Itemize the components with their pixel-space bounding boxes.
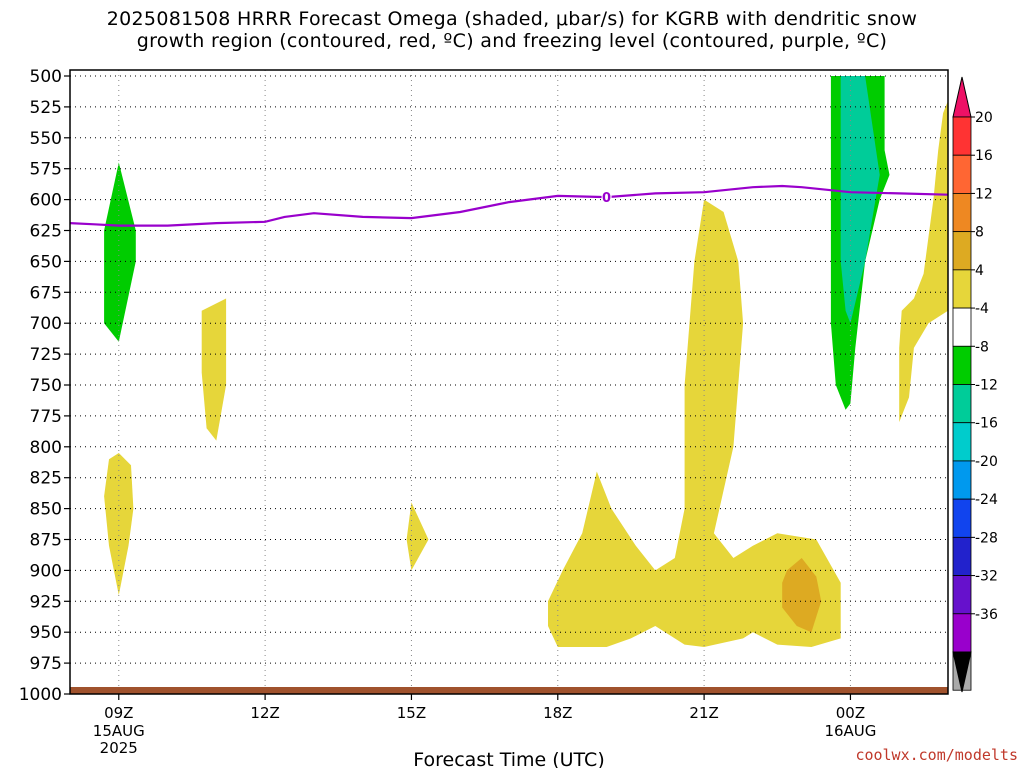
y-tick-label: 925 — [30, 592, 62, 612]
colorbar-top-arrow — [952, 76, 972, 118]
x-tick-year: 2025 — [100, 739, 138, 757]
colorbar-label: -12 — [975, 378, 998, 394]
grid-lines — [70, 70, 948, 695]
x-tick-date: 16AUG — [824, 722, 876, 740]
colorbar-segment — [952, 460, 972, 500]
omega-regions — [104, 76, 948, 647]
y-tick-label: 750 — [30, 376, 62, 396]
y-tick-label: 775 — [30, 407, 62, 427]
x-tick-label: 15Z — [397, 704, 426, 722]
freezing-level-line — [69, 184, 949, 227]
colorbar-segment — [952, 498, 972, 538]
x-tick-label: 09Z — [104, 704, 133, 722]
colorbar-segment — [952, 536, 972, 576]
title-line-1: 2025081508 HRRR Forecast Omega (shaded, … — [106, 8, 918, 30]
chart-title: 2025081508 HRRR Forecast Omega (shaded, … — [0, 8, 1024, 52]
colorbar-label: 20 — [975, 110, 993, 126]
colorbar-segment — [952, 613, 972, 653]
colorbar-segment — [952, 231, 972, 271]
colorbar-segment — [952, 384, 972, 424]
colorbar-label: -16 — [975, 416, 998, 432]
omega-region-5 — [406, 502, 429, 571]
y-tick-label: 675 — [30, 283, 62, 303]
colorbar-segment — [952, 422, 972, 462]
colorbar-label: -20 — [975, 454, 998, 470]
x-tick-label: 00Z — [836, 704, 865, 722]
colorbar-label: -32 — [975, 569, 998, 585]
y-tick-label: 900 — [30, 561, 62, 581]
omega-region-4 — [104, 453, 134, 596]
colorbar-label: 4 — [975, 263, 984, 279]
colorbar-segment — [952, 193, 972, 233]
colorbar-segment — [952, 307, 972, 347]
colorbar-segment — [952, 116, 972, 156]
colorbar-label: 16 — [975, 148, 993, 164]
colorbar-label: 8 — [975, 225, 984, 241]
y-tick-label: 600 — [30, 191, 62, 211]
ground-strip — [70, 687, 948, 694]
y-tick-label: 650 — [30, 252, 62, 272]
x-tick-date: 15AUG — [93, 722, 145, 740]
colorbar-label: -24 — [975, 492, 998, 508]
omega-region-0 — [104, 162, 136, 342]
omega-region-8 — [782, 558, 822, 633]
title-line-2: growth region (contoured, red, ºC) and f… — [136, 30, 888, 52]
freezing-label-bg — [601, 189, 612, 204]
y-tick-label: 550 — [30, 129, 62, 149]
colorbar-segment — [952, 575, 972, 615]
x-axis-label: Forecast Time (UTC) — [413, 749, 604, 768]
x-tick-label: 18Z — [543, 704, 572, 722]
y-tick-label: 525 — [30, 98, 62, 118]
colorbar: 20 16 12 8 4 -4 -8 -12 -16 -20 -24 -28 -32 -36 — [952, 76, 998, 693]
x-tick-label: 21Z — [689, 704, 718, 722]
y-tick-label: 850 — [30, 500, 62, 520]
y-tick-label: 575 — [30, 160, 62, 180]
colorbar-label: -4 — [975, 301, 989, 317]
y-tick-label: 625 — [30, 222, 62, 242]
y-tick-label: 725 — [30, 345, 62, 365]
omega-region-3 — [201, 298, 227, 441]
x-tick-label: 12Z — [250, 704, 279, 722]
credit-text: coolwx.com/modelts — [855, 746, 1018, 764]
colorbar-segment — [952, 154, 972, 194]
y-tick-label: 500 — [30, 67, 62, 87]
y-tick-label: 700 — [30, 314, 62, 334]
y-axis: 500 525 550 575 600 625 650 675 700 725 750 775 800 8… — [19, 67, 70, 705]
y-tick-label: 975 — [30, 654, 62, 674]
y-tick-label: 825 — [30, 469, 62, 489]
y-tick-label: 875 — [30, 531, 62, 551]
colorbar-label: -28 — [975, 530, 998, 546]
y-tick-label: 1000 — [19, 685, 62, 705]
freezing-level-label: 0 — [602, 191, 611, 206]
y-tick-label: 800 — [30, 438, 62, 458]
colorbar-label: -8 — [975, 339, 989, 355]
plot-border — [69, 69, 949, 695]
colorbar-segment — [952, 269, 972, 309]
omega-region-7 — [899, 100, 948, 423]
y-tick-label: 950 — [30, 623, 62, 643]
omega-region-6 — [548, 199, 841, 647]
colorbar-label: 12 — [975, 186, 993, 202]
colorbar-label: -36 — [975, 607, 998, 623]
freezing-level-group: 0 — [69, 184, 949, 227]
colorbar-segment — [952, 345, 972, 385]
colorbar-bottom-arrow — [952, 651, 972, 693]
